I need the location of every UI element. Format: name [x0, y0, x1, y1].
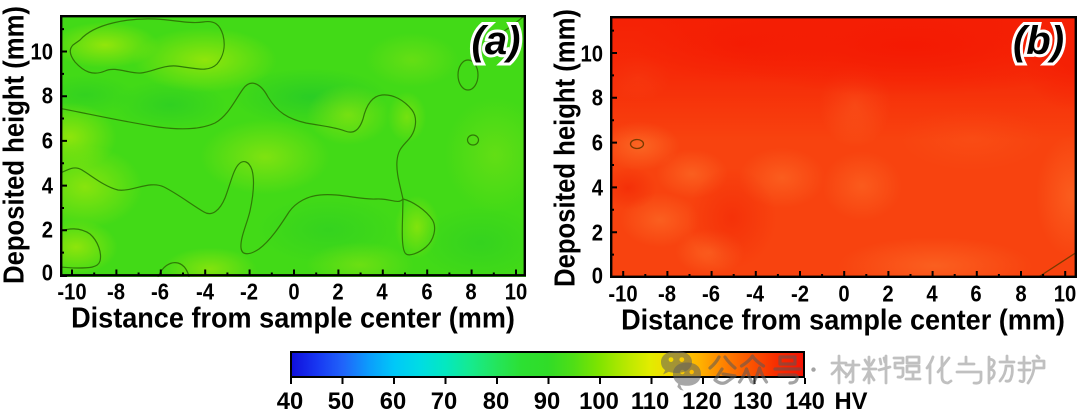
- svg-text:(b): (b): [1012, 19, 1063, 63]
- svg-text:(a): (a): [471, 19, 520, 63]
